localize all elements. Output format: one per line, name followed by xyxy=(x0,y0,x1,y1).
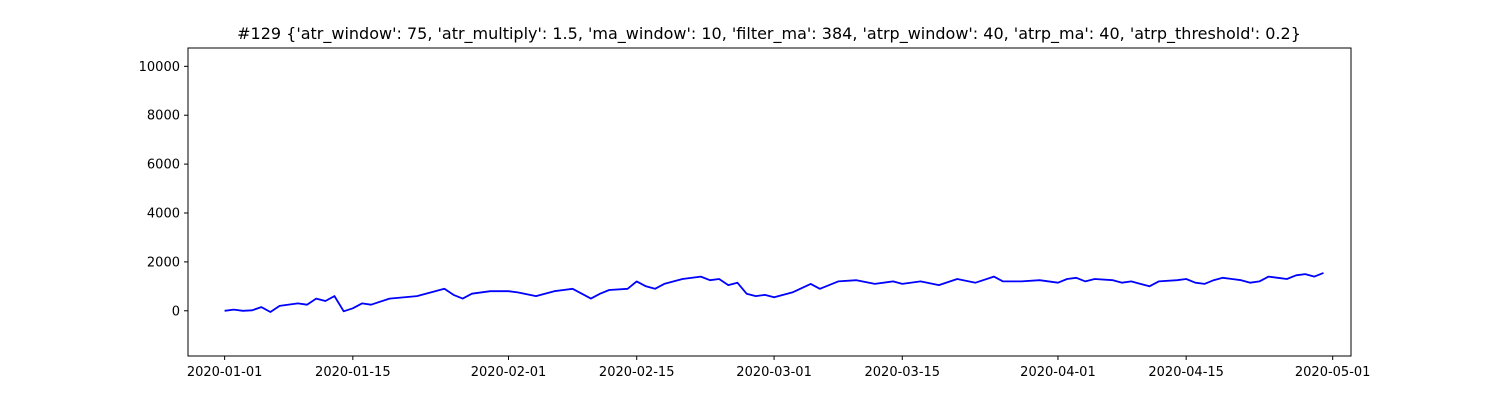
y-tick-label: 6000 xyxy=(147,158,180,173)
y-tick-label: 2000 xyxy=(147,255,180,270)
plot-area xyxy=(224,272,1324,313)
y-tick-label: 0 xyxy=(172,304,180,319)
y-tick-label: 8000 xyxy=(147,109,180,124)
x-tick-label: 2020-02-01 xyxy=(471,365,547,380)
y-tick-label: 10000 xyxy=(139,60,180,75)
plot-frame xyxy=(187,47,1352,357)
chart-title: #129 {'atr_window': 75, 'atr_multiply': … xyxy=(237,24,1301,44)
y-axis: 0 2000 4000 6000 8000 10000 xyxy=(139,60,188,319)
x-tick-label: 2020-05-01 xyxy=(1295,365,1371,380)
series-line xyxy=(224,272,1324,313)
x-tick-label: 2020-01-15 xyxy=(315,365,391,380)
x-tick-label: 2020-02-15 xyxy=(599,365,675,380)
x-tick-label: 2020-04-15 xyxy=(1148,365,1224,380)
x-tick-label: 2020-03-01 xyxy=(736,365,812,380)
y-tick-label: 4000 xyxy=(147,207,180,222)
x-tick-label: 2020-04-01 xyxy=(1020,365,1096,380)
x-tick-label: 2020-03-15 xyxy=(865,365,941,380)
x-axis: 2020-01-01 2020-01-15 2020-02-01 2020-02-15… xyxy=(187,356,1371,380)
x-tick-label: 2020-01-01 xyxy=(187,365,263,380)
